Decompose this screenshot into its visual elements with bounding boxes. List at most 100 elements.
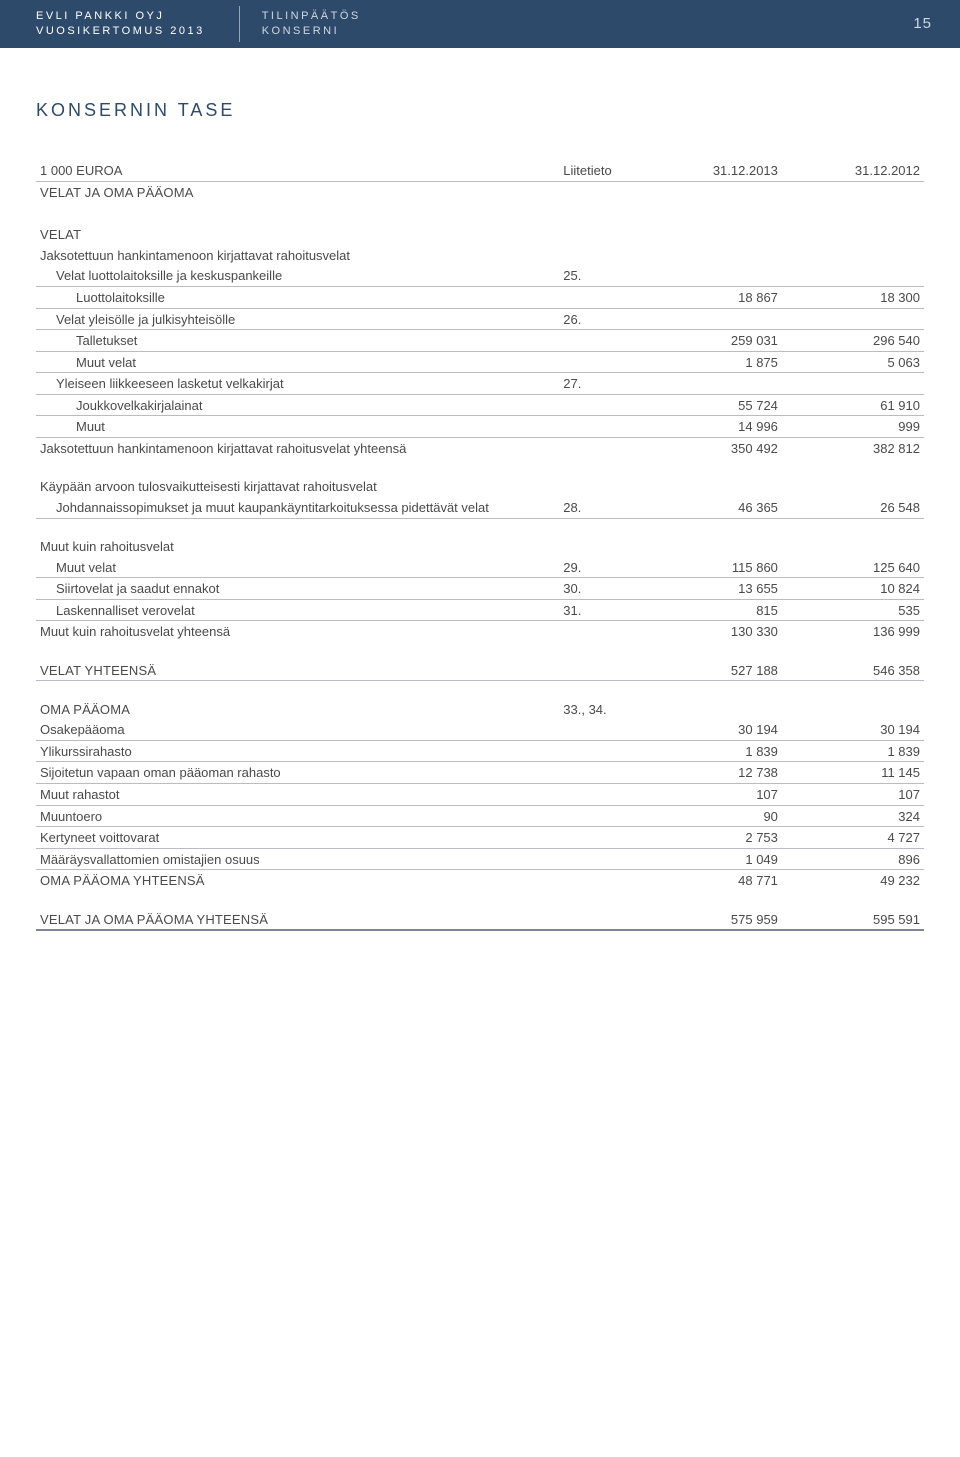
subheading-row: Jaksotettuun hankintamenoon kirjattavat … xyxy=(36,245,924,266)
row-value-2013: 1 875 xyxy=(640,351,782,373)
row-value-2012: 10 824 xyxy=(782,578,924,600)
row-label: Luottolaitoksille xyxy=(36,287,533,309)
row-value-2013: 55 724 xyxy=(640,394,782,416)
col-unit: 1 000 EUROA xyxy=(36,160,533,181)
header-document: TILINPÄÄTÖS KONSERNI xyxy=(246,1,898,48)
data-row: Yleiseen liikkeeseen lasketut velkakirja… xyxy=(36,373,924,395)
table-header-row: 1 000 EUROALiitetieto31.12.201331.12.201… xyxy=(36,160,924,181)
row-note: 26. xyxy=(533,308,640,330)
row-note xyxy=(533,287,640,309)
row-note: 30. xyxy=(533,578,640,600)
data-row: Joukkovelkakirjalainat 55 72461 910 xyxy=(36,394,924,416)
row-note: 29. xyxy=(533,557,640,578)
row-label: Muut velat xyxy=(36,557,533,578)
row-label: Muuntoero xyxy=(36,805,533,827)
main-caption: VELAT JA OMA PÄÄOMA xyxy=(36,181,533,202)
row-label: Siirtovelat ja saadut ennakot xyxy=(36,578,533,600)
row-label: Määräysvallattomien omistajien osuus xyxy=(36,848,533,870)
row-value-2013: 90 xyxy=(640,805,782,827)
section-title: KONSERNIN TASE xyxy=(36,98,924,122)
row-value-2012: 11 145 xyxy=(782,762,924,784)
data-row: Siirtovelat ja saadut ennakot30.13 65510… xyxy=(36,578,924,600)
section-row: Muut kuin rahoitusvelat xyxy=(36,536,924,557)
subtotal-row: Muut kuin rahoitusvelat yhteensä130 3301… xyxy=(36,621,924,642)
data-row: Muut velat29.115 860125 640 xyxy=(36,557,924,578)
row-note xyxy=(533,394,640,416)
velat-heading: VELAT xyxy=(36,224,533,245)
data-row: Velat luottolaitoksille ja keskuspankeil… xyxy=(36,265,924,286)
data-row: Muuntoero90324 xyxy=(36,805,924,827)
oma-subtotal-label: OMA PÄÄOMA YHTEENSÄ xyxy=(36,870,533,891)
section-row: OMA PÄÄOMA33., 34. xyxy=(36,699,924,720)
subtotal-row: Jaksotettuun hankintamenoon kirjattavat … xyxy=(36,437,924,458)
row-label: Velat luottolaitoksille ja keskuspankeil… xyxy=(36,265,533,286)
col-date1: 31.12.2013 xyxy=(640,160,782,181)
row-value-2012: 4 727 xyxy=(782,827,924,849)
data-row: Velat yleisölle ja julkisyhteisölle26. xyxy=(36,308,924,330)
row-value-2013: 259 031 xyxy=(640,330,782,352)
grand-total-row: VELAT JA OMA PÄÄOMA YHTEENSÄ575 959595 5… xyxy=(36,909,924,931)
row-value-2013 xyxy=(640,373,782,395)
total-row: VELAT YHTEENSÄ527 188546 358 xyxy=(36,660,924,681)
row-value-2013: 2 753 xyxy=(640,827,782,849)
row-value-2013: 1 839 xyxy=(640,740,782,762)
data-row: Kertyneet voittovarat 2 7534 727 xyxy=(36,827,924,849)
row-value-2012: 5 063 xyxy=(782,351,924,373)
row-label: Muut rahastot xyxy=(36,783,533,805)
subtotal-2013: 350 492 xyxy=(640,437,782,458)
row-value-2012: 61 910 xyxy=(782,394,924,416)
row-label: Kertyneet voittovarat xyxy=(36,827,533,849)
col-date2: 31.12.2012 xyxy=(782,160,924,181)
row-value-2012: 125 640 xyxy=(782,557,924,578)
row-label: Talletukset xyxy=(36,330,533,352)
row-note: 28. xyxy=(533,497,640,518)
row-label: Velat yleisölle ja julkisyhteisölle xyxy=(36,308,533,330)
data-row: Ylikurssirahasto1 8391 839 xyxy=(36,740,924,762)
grand-total-2012: 595 591 xyxy=(782,909,924,931)
row-value-2013: 12 738 xyxy=(640,762,782,784)
row-value-2013: 46 365 xyxy=(640,497,782,518)
row-value-2013: 115 860 xyxy=(640,557,782,578)
row-value-2012: 535 xyxy=(782,599,924,621)
kaypaan-heading: Käypään arvoon tulosvaikutteisesti kirja… xyxy=(36,476,533,497)
data-row: Laskennalliset verovelat31.815535 xyxy=(36,599,924,621)
doc-type: TILINPÄÄTÖS xyxy=(262,9,882,24)
row-value-2012: 30 194 xyxy=(782,719,924,740)
row-value-2013: 107 xyxy=(640,783,782,805)
data-row: Muut velat1 8755 063 xyxy=(36,351,924,373)
row-label: Johdannaissopimukset ja muut kaupankäynt… xyxy=(36,497,533,518)
data-row: Luottolaitoksille 18 86718 300 xyxy=(36,287,924,309)
subtotal-label: Jaksotettuun hankintamenoon kirjattavat … xyxy=(36,437,533,458)
oma-subtotal-2013: 48 771 xyxy=(640,870,782,891)
main-caption-row: VELAT JA OMA PÄÄOMA xyxy=(36,181,924,202)
row-value-2013: 13 655 xyxy=(640,578,782,600)
row-note: 31. xyxy=(533,599,640,621)
row-note: 25. xyxy=(533,265,640,286)
row-value-2012 xyxy=(782,308,924,330)
header-separator xyxy=(239,6,240,42)
row-label: Yleiseen liikkeeseen lasketut velkakirja… xyxy=(36,373,533,395)
row-value-2013: 1 049 xyxy=(640,848,782,870)
data-row: Määräysvallattomien omistajien osuus 1 04… xyxy=(36,848,924,870)
row-value-2013: 18 867 xyxy=(640,287,782,309)
data-row: Talletukset259 031296 540 xyxy=(36,330,924,352)
row-value-2013 xyxy=(640,265,782,286)
row-value-2012: 26 548 xyxy=(782,497,924,518)
oma-note: 33., 34. xyxy=(533,699,640,720)
row-value-2012: 107 xyxy=(782,783,924,805)
row-value-2012: 896 xyxy=(782,848,924,870)
row-value-2012: 999 xyxy=(782,416,924,438)
row-label: Muut xyxy=(36,416,533,438)
row-value-2012: 1 839 xyxy=(782,740,924,762)
oma-subtotal-2012: 49 232 xyxy=(782,870,924,891)
data-row: Osakepääoma30 19430 194 xyxy=(36,719,924,740)
header-company: EVLI PANKKI OYJ VUOSIKERTOMUS 2013 xyxy=(0,1,221,48)
row-label: Laskennalliset verovelat xyxy=(36,599,533,621)
velat-subheading: Jaksotettuun hankintamenoon kirjattavat … xyxy=(36,245,533,266)
row-note xyxy=(533,416,640,438)
row-value-2013: 815 xyxy=(640,599,782,621)
row-label: Joukkovelkakirjalainat xyxy=(36,394,533,416)
row-value-2012: 18 300 xyxy=(782,287,924,309)
page-body: KONSERNIN TASE 1 000 EUROALiitetieto31.1… xyxy=(0,48,960,991)
row-label: Sijoitetun vapaan oman pääoman rahasto xyxy=(36,762,533,784)
